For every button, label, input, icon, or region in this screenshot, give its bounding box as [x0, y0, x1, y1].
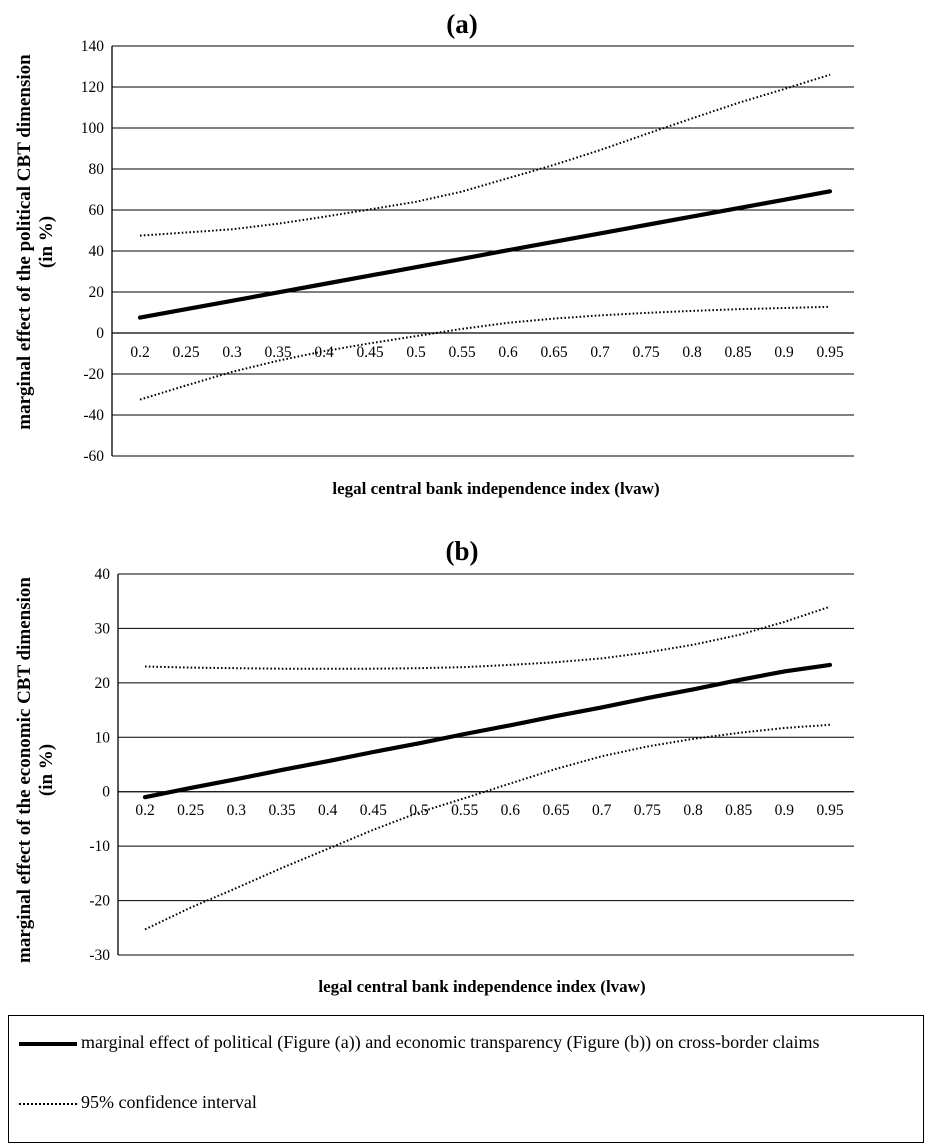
chart-a-xtick-label: 0.95 — [816, 344, 843, 361]
chart-a-xtick-label: 0.25 — [172, 344, 199, 361]
chart-a-xtick-label: 0.3 — [222, 344, 242, 361]
chart-b-ytick-label: 30 — [95, 620, 111, 637]
chart-b-xtick-label: 0.3 — [227, 802, 247, 819]
legend-dotted-label: 95% confidence interval — [81, 1092, 257, 1112]
chart-a-ytick-label: -20 — [83, 366, 104, 383]
chart-b-ytick-label: 10 — [95, 729, 111, 746]
chart-a-xtick-label: 0.9 — [774, 344, 794, 361]
chart-a-xtick-label: 0.2 — [130, 344, 149, 361]
chart-b-ytick-label: 20 — [95, 675, 111, 692]
chart-a-ytick-label: 120 — [81, 79, 105, 96]
chart-a-ytick-label: 80 — [89, 161, 105, 178]
chart-b-confidence-line-1 — [144, 605, 831, 670]
chart-b-xtick-label: 0.25 — [177, 802, 204, 819]
chart-a-ytick-label: 40 — [89, 243, 105, 260]
chart-b-xtick-label: 0.8 — [683, 802, 703, 819]
legend-solid-label: marginal effect of political (Figure (a)… — [81, 1032, 820, 1052]
chart-b-xtick-label: 0.6 — [501, 802, 521, 819]
chart-a-xtick-label: 0.7 — [590, 344, 610, 361]
chart-b-marginal-effect-line — [142, 662, 833, 800]
charts-canvas: (a) legal central bank independence inde… — [14, 9, 854, 996]
chart-b-title: (b) — [446, 536, 479, 566]
chart-a-confidence-line-1 — [139, 73, 831, 237]
chart-b-xtick-label: 0.95 — [816, 802, 843, 819]
legend-item-solid: marginal effect of political (Figure (a)… — [17, 1030, 911, 1054]
chart-a-ylabel: marginal effect of the political CBT dim… — [14, 54, 57, 430]
chart-a-xtick-label: 0.4 — [314, 344, 334, 361]
chart-a-ytick-label: -60 — [83, 448, 104, 465]
chart-a-plot: 140 120 100 80 60 40 20 0 -20 -40 -60 0.2 0.25 0.3 0.3… — [81, 38, 854, 465]
chart-b-plot: 40 30 20 10 0 -10 -20 -30 0.2 0.25 0.3 0.35 0.4 0.45 0… — [89, 566, 854, 964]
chart-b-xtick-label: 0.85 — [725, 802, 752, 819]
chart-b-xtick-label: 0.35 — [268, 802, 295, 819]
chart-a-xtick-label: 0.75 — [632, 344, 659, 361]
chart-b-xtick-label: 0.7 — [592, 802, 612, 819]
chart-b-ylabel: marginal effect of the economic CBT dime… — [14, 577, 57, 963]
chart-a-xtick-label: 0.85 — [724, 344, 751, 361]
chart-a-xtick-label: 0.65 — [540, 344, 567, 361]
chart-b-xtick-label: 0.65 — [542, 802, 569, 819]
chart-b-xtick-label: 0.4 — [318, 802, 338, 819]
chart-a-ytick-label: -40 — [83, 407, 104, 424]
chart-a-title: (a) — [446, 9, 477, 39]
chart-a-xtick-label: 0.45 — [356, 344, 383, 361]
chart-a-ytick-label: 0 — [96, 325, 104, 342]
chart-b-ytick-label: -30 — [89, 947, 110, 964]
chart-b-xtick-label: 0.2 — [135, 802, 154, 819]
chart-a-ytick-label: 60 — [89, 202, 105, 219]
legend-box: marginal effect of political (Figure (a)… — [8, 1015, 924, 1143]
chart-a-ytick-label: 140 — [81, 38, 105, 55]
chart-b-ytick-label: 0 — [102, 784, 110, 801]
chart-b-xtick-label: 0.45 — [360, 802, 387, 819]
chart-b-ytick-label: -20 — [89, 893, 110, 910]
chart-a-xtick-label: 0.6 — [498, 344, 518, 361]
chart-a-ytick-label: 100 — [81, 120, 105, 137]
chart-b-xtick-label: 0.75 — [634, 802, 661, 819]
chart-a-xtick-label: 0.5 — [406, 344, 426, 361]
chart-a-xlabel: legal central bank independence index (l… — [332, 479, 659, 498]
chart-b-ytick-label: -10 — [89, 838, 110, 855]
chart-b-xlabel: legal central bank independence index (l… — [318, 977, 645, 996]
chart-b-xtick-label: 0.55 — [451, 802, 478, 819]
chart-a-xtick-label: 0.55 — [448, 344, 475, 361]
chart-b-ytick-label: 40 — [95, 566, 111, 583]
legend-solid-line-icon — [17, 1030, 81, 1050]
legend-dotted-line-icon — [17, 1090, 81, 1110]
chart-a-marginal-effect-line — [137, 189, 833, 320]
legend-item-dotted: 95% confidence interval — [17, 1090, 911, 1114]
chart-a-xtick-label: 0.35 — [264, 344, 291, 361]
chart-b-confidence-line-2 — [144, 723, 831, 931]
chart-b-xtick-label: 0.9 — [775, 802, 795, 819]
chart-a-xtick-label: 0.8 — [682, 344, 702, 361]
chart-a-ytick-label: 20 — [89, 284, 105, 301]
